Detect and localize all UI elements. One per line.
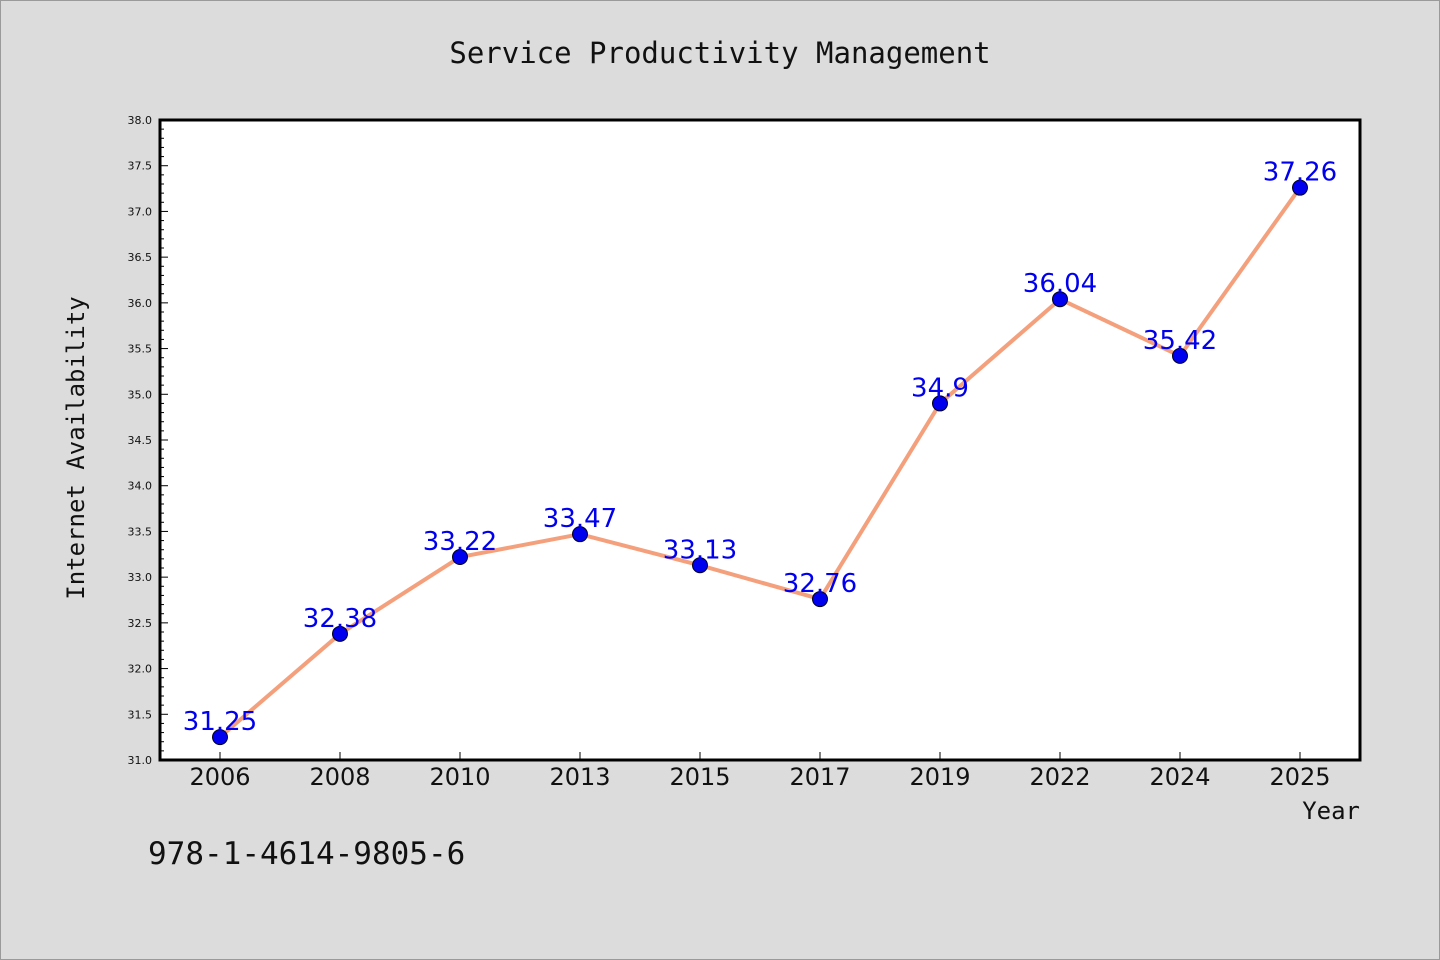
- x-tick-label: 2013: [549, 763, 610, 791]
- data-point: [1052, 291, 1068, 308]
- x-tick-label: 2015: [669, 763, 730, 791]
- x-tick-label: 2024: [1149, 763, 1210, 791]
- x-tick-label: 2019: [909, 763, 970, 791]
- y-tick-label: 32.0: [128, 663, 153, 676]
- series-line: [218, 186, 1302, 739]
- y-tick-label: 36.5: [128, 251, 153, 264]
- y-tick-label: 31.0: [128, 754, 153, 767]
- y-tick-label: 35.0: [128, 388, 153, 401]
- x-axis-label: Year: [1302, 797, 1360, 825]
- x-tick-label: 2017: [789, 763, 850, 791]
- y-tick-label: 36.0: [128, 297, 153, 310]
- y-tick-label: 35.5: [128, 343, 153, 356]
- y-tick-label: 37.5: [128, 160, 153, 173]
- data-labels: 31.25 32.38 33.22 33.47 33.13 32.76 34.9 36.04 3…: [183, 158, 1337, 737]
- data-label: 34.9: [911, 373, 969, 403]
- data-label: 33.47: [543, 504, 617, 534]
- data-point: [692, 557, 708, 574]
- x-axis-ticks: 2006 2008 2010 2013 2015 2017 2019 2022 2024 2025: [189, 752, 1331, 791]
- data-point: [1172, 347, 1188, 364]
- y-axis-label: Internet Availability: [62, 296, 90, 599]
- plot-area: [160, 120, 1360, 760]
- data-label: 31.25: [183, 707, 257, 737]
- data-point: [812, 591, 828, 608]
- y-tick-label: 34.0: [128, 480, 153, 493]
- x-tick-label: 2008: [309, 763, 370, 791]
- data-label: 33.13: [663, 535, 737, 565]
- x-tick-label: 2022: [1029, 763, 1090, 791]
- data-label: 33.22: [423, 527, 497, 557]
- data-label: 36.04: [1023, 269, 1097, 299]
- data-label: 35.42: [1143, 326, 1217, 356]
- footnote-isbn: 978-1-4614-9805-6: [148, 836, 465, 872]
- y-tick-label: 33.5: [128, 525, 153, 538]
- y-tick-label: 31.5: [128, 708, 153, 721]
- data-point: [572, 526, 588, 543]
- data-label: 32.76: [783, 569, 857, 599]
- data-label: 32.38: [303, 604, 377, 634]
- x-tick-label: 2010: [429, 763, 490, 791]
- data-point: [932, 395, 948, 412]
- y-tick-label: 38.0: [128, 114, 153, 127]
- y-tick-label: 37.0: [128, 205, 153, 218]
- data-label: 37.26: [1263, 158, 1337, 188]
- y-tick-label: 32.5: [128, 617, 153, 630]
- y-tick-label: 33.0: [128, 571, 153, 584]
- x-tick-label: 2006: [189, 763, 250, 791]
- data-point: [332, 625, 348, 642]
- plot-border: [158, 118, 1362, 762]
- data-point: [452, 549, 468, 566]
- chart-title: Service Productivity Management: [449, 36, 990, 70]
- y-axis-ticks: 31.0 31.5 32.0 32.5 33.0 33.5 34.0 34.5 35.0 35.5…: [128, 114, 168, 767]
- data-markers: [212, 179, 1308, 746]
- x-tick-label: 2025: [1269, 763, 1330, 791]
- y-tick-label: 34.5: [128, 434, 153, 447]
- data-point: [1292, 179, 1308, 196]
- data-point: [212, 729, 228, 746]
